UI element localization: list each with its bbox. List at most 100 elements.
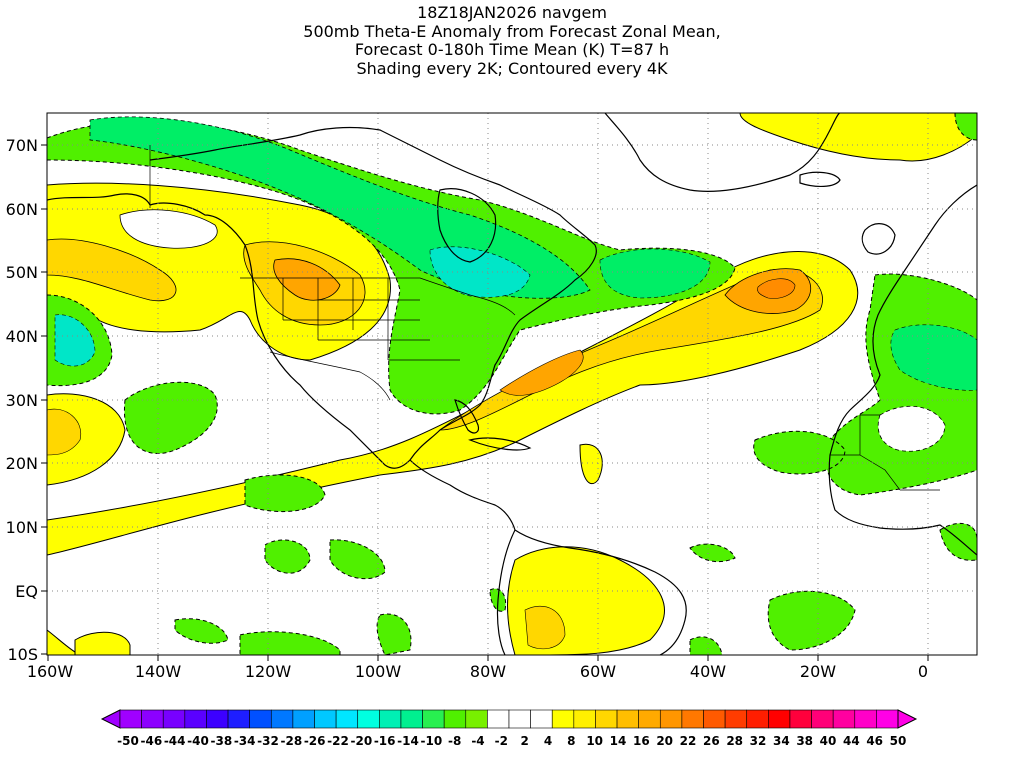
colorbar-swatch	[724, 709, 748, 729]
colorbar-label: 28	[726, 734, 743, 748]
colorbar-swatch	[314, 709, 337, 729]
colorbar	[100, 709, 918, 729]
positive-core-east-pacific	[47, 408, 82, 456]
colorbar-swatch	[119, 709, 142, 729]
positive-core-caribbean	[499, 349, 584, 396]
x-tick-label: 80W	[470, 662, 506, 681]
y-tick-label: 70N	[6, 136, 38, 155]
negative-region-tropics-j	[689, 636, 723, 655]
colorbar-label: 22	[680, 734, 697, 748]
title-line-3: Forecast 0-180h Time Mean (K) T=87 h	[354, 40, 670, 59]
negative-region-tropics-e	[376, 613, 412, 655]
colorbar-swatch	[573, 709, 596, 729]
political-borders	[149, 145, 940, 491]
title-line-1: 18Z18JAN2026 navgem	[417, 3, 607, 22]
negative-region-tropics-d	[239, 631, 341, 655]
coast-greenland	[604, 113, 841, 192]
colorbar-label: -2	[495, 734, 508, 748]
colorbar-label: 32	[750, 734, 767, 748]
colorbar-label: 16	[633, 734, 650, 748]
coast-hudson-bay	[437, 188, 497, 263]
negative-region-greenland-sea	[954, 113, 977, 141]
colorbar-label: 50	[890, 734, 907, 748]
colorbar-label: 10	[586, 734, 603, 748]
anomaly-shading	[47, 113, 977, 655]
colorbar-swatch	[659, 709, 683, 729]
x-tick-label: 20W	[800, 662, 836, 681]
colorbar-label: -16	[374, 734, 396, 748]
negative-core-labrador	[599, 248, 711, 299]
border-us-mexico	[269, 351, 391, 401]
coast-north-america	[149, 126, 597, 469]
colorbar-label: -26	[304, 734, 326, 748]
colorbar-label: -46	[140, 734, 162, 748]
colorbar-swatch	[616, 709, 639, 729]
y-tick-label: 10S	[7, 645, 38, 664]
colorbar-label: 40	[820, 734, 837, 748]
colorbar-swatch	[292, 709, 315, 729]
colorbar-swatch	[681, 709, 704, 729]
colorbar-swatch	[379, 709, 402, 729]
coast-south-america	[496, 529, 687, 655]
white-hole-alaska	[119, 209, 218, 249]
colorbar-label: -22	[327, 734, 349, 748]
colorbar-swatch	[530, 709, 553, 729]
colorbar-swatch	[335, 709, 359, 729]
negative-region-east-pac2	[244, 474, 326, 513]
colorbar-swatch	[703, 709, 726, 729]
border-us-canada	[240, 277, 516, 316]
colorbar-label: 46	[866, 734, 883, 748]
negative-core-npac-west	[54, 314, 96, 367]
negative-region-tropics-g	[767, 590, 856, 651]
colorbar-swatch	[206, 709, 229, 729]
y-tick-label: 40N	[6, 327, 38, 346]
negative-band-canada-us	[47, 120, 736, 415]
colorbar-swatch	[832, 709, 856, 729]
colorbar-swatch	[400, 709, 423, 729]
negative-region-tropics-c	[174, 618, 229, 644]
negative-region-tropics-h	[939, 522, 977, 561]
colorbar-label: -44	[164, 734, 186, 748]
y-tick-label: 60N	[6, 200, 38, 219]
colorbar-label: 14	[610, 734, 627, 748]
colorbar-swatch	[789, 709, 812, 729]
colorbar-swatch	[162, 709, 186, 729]
x-tick-label: 100W	[355, 662, 402, 681]
colorbar-swatch	[249, 709, 272, 729]
plot-frame	[46, 112, 978, 656]
colorbar-labels: -50 -46 -44 -40 -38 -34 -32 -28 -26 -22 -20 -16 -14-…	[117, 734, 906, 748]
colorbar-swatch	[551, 709, 575, 729]
x-tick-label: 140W	[135, 662, 182, 681]
colorbar-label: -34	[234, 734, 256, 748]
y-axis-labels: 70N 60N 50N 40N 30N 20N 10N EQ 10S	[6, 136, 38, 664]
y-tick-label: 10N	[6, 518, 38, 537]
colorbar-label: -10	[420, 734, 442, 748]
colorbar-label: 20	[656, 734, 673, 748]
colorbar-swatch	[854, 709, 877, 729]
colorbar-swatch	[876, 709, 899, 729]
colorbar-label: 2	[520, 734, 528, 748]
colorbar-label: -50	[117, 734, 139, 748]
colorbar-swatch	[270, 709, 294, 729]
x-axis-labels: 160W 140W 120W 100W 80W 60W 40W 20W 0	[27, 662, 928, 681]
colorbar-arrow-left	[100, 709, 121, 729]
coast-iceland	[799, 171, 841, 187]
y-tick-label: EQ	[15, 582, 38, 601]
colorbar-swatch	[465, 709, 488, 729]
x-tick-label: 40W	[690, 662, 726, 681]
colorbar-swatch	[508, 709, 531, 729]
colorbar-label: 38	[796, 734, 813, 748]
colorbar-label: -28	[280, 734, 302, 748]
colorbar-label: 44	[843, 734, 860, 748]
y-tick-label: 20N	[6, 454, 38, 473]
coast-florida	[454, 399, 480, 434]
colorbar-swatch	[443, 709, 467, 729]
negative-region-tropics-f	[689, 543, 736, 563]
colorbar-swatch	[768, 709, 791, 729]
colorbar-label: 34	[773, 734, 790, 748]
x-tick-label: 160W	[27, 662, 74, 681]
colorbar-label: 8	[567, 734, 575, 748]
positive-region-west-us-core	[273, 258, 341, 301]
negative-region-tropics-a	[264, 539, 311, 574]
